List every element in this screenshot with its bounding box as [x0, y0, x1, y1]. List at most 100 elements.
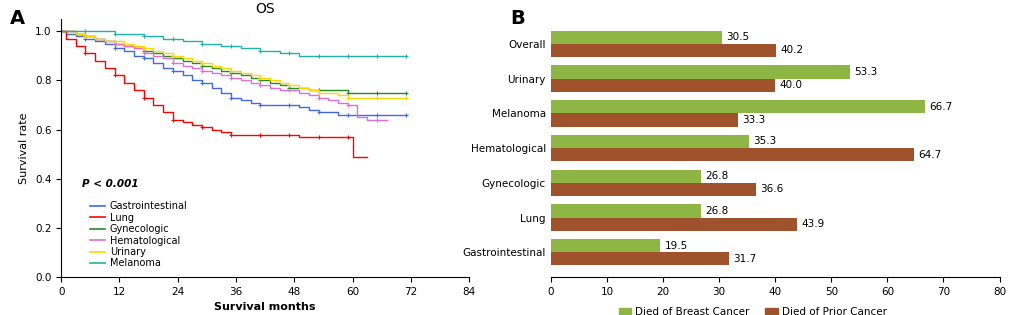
Hematological: [312, 96, 324, 100]
Urinary: [303, 88, 315, 92]
Melanoma: [351, 54, 363, 58]
Hematological: [245, 81, 257, 85]
Gastrointestinal: [69, 34, 82, 38]
Melanoma: [157, 37, 169, 40]
Melanoma: [371, 54, 383, 58]
Hematological: [186, 66, 199, 70]
Legend: Gastrointestinal, Lung, Gynecologic, Hematological, Urinary, Melanoma: Gastrointestinal, Lung, Gynecologic, Hem…: [87, 197, 192, 272]
Lung: [186, 123, 199, 127]
Text: 35.3: 35.3: [753, 136, 775, 146]
Urinary: [245, 74, 257, 77]
Urinary: [292, 86, 305, 90]
Gastrointestinal: [157, 66, 169, 70]
Hematological: [254, 83, 266, 87]
Gastrointestinal: [225, 96, 237, 100]
Lung: [69, 44, 82, 48]
Urinary: [215, 66, 227, 70]
Gastrointestinal: [264, 103, 276, 107]
Bar: [550, 44, 775, 57]
Text: 33.3: 33.3: [742, 115, 764, 125]
Gynecologic: [273, 83, 285, 87]
Lung: [322, 135, 334, 139]
Lung: [264, 133, 276, 136]
Melanoma: [341, 54, 354, 58]
Lung: [283, 133, 296, 136]
Urinary: [186, 59, 199, 63]
Lung: [55, 29, 67, 33]
Gynecologic: [254, 78, 266, 82]
Bar: [550, 218, 796, 231]
Hematological: [303, 93, 315, 97]
Y-axis label: Survival rate: Survival rate: [19, 112, 30, 184]
Gastrointestinal: [108, 47, 120, 50]
Bar: [550, 148, 913, 161]
Gynecologic: [186, 61, 199, 65]
Lung: [206, 128, 218, 131]
Bar: [550, 169, 700, 183]
Urinary: [69, 32, 82, 36]
Gastrointestinal: [234, 98, 247, 102]
Melanoma: [89, 29, 101, 33]
Lung: [273, 133, 285, 136]
Urinary: [341, 96, 354, 100]
Hematological: [79, 34, 92, 38]
Gynecologic: [60, 29, 72, 33]
Gynecologic: [206, 66, 218, 70]
Melanoma: [147, 34, 159, 38]
Urinary: [89, 37, 101, 40]
Hematological: [167, 61, 179, 65]
Hematological: [264, 86, 276, 90]
Gynecologic: [399, 91, 412, 94]
Hematological: [118, 44, 130, 48]
Melanoma: [361, 54, 373, 58]
Melanoma: [254, 49, 266, 53]
Lung: [245, 133, 257, 136]
Legend: Died of Breast Cancer, Died of Prior Cancer: Died of Breast Cancer, Died of Prior Can…: [613, 303, 891, 315]
Gastrointestinal: [380, 113, 392, 117]
Urinary: [118, 42, 130, 45]
Lung: [127, 88, 140, 92]
Gynecologic: [292, 86, 305, 90]
Gastrointestinal: [245, 101, 257, 105]
Hematological: [55, 29, 67, 33]
Urinary: [234, 71, 247, 75]
Melanoma: [186, 39, 199, 43]
Gastrointestinal: [292, 106, 305, 109]
Melanoma: [118, 32, 130, 36]
Lung: [108, 74, 120, 77]
Lung: [361, 155, 373, 158]
Urinary: [196, 61, 208, 65]
Gastrointestinal: [341, 113, 354, 117]
Lung: [147, 103, 159, 107]
Line: Urinary: Urinary: [61, 31, 406, 98]
Lung: [312, 135, 324, 139]
Urinary: [176, 56, 189, 60]
Text: 26.8: 26.8: [705, 171, 729, 181]
Gastrointestinal: [206, 86, 218, 90]
Hematological: [331, 101, 343, 105]
Melanoma: [127, 32, 140, 36]
Title: OS: OS: [255, 2, 275, 16]
X-axis label: Survival months: Survival months: [214, 302, 316, 312]
Gynecologic: [361, 91, 373, 94]
Gynecologic: [69, 32, 82, 36]
Text: 40.0: 40.0: [779, 80, 802, 90]
Melanoma: [79, 29, 92, 33]
Gastrointestinal: [147, 61, 159, 65]
Urinary: [167, 54, 179, 58]
Urinary: [322, 91, 334, 94]
Text: 26.8: 26.8: [705, 206, 729, 216]
Gastrointestinal: [60, 32, 72, 36]
Melanoma: [273, 51, 285, 55]
Lung: [118, 81, 130, 85]
Gynecologic: [371, 91, 383, 94]
Hematological: [283, 88, 296, 92]
Bar: [550, 204, 700, 218]
Urinary: [127, 44, 140, 48]
Text: 43.9: 43.9: [801, 219, 824, 229]
Urinary: [283, 83, 296, 87]
Gynecologic: [138, 49, 150, 53]
Melanoma: [167, 37, 179, 40]
Gastrointestinal: [254, 103, 266, 107]
Bar: [550, 100, 924, 113]
